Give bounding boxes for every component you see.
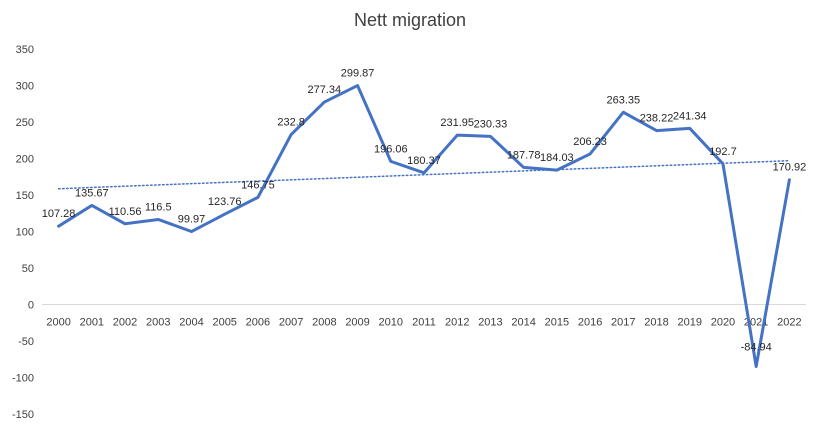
data-point bbox=[189, 230, 193, 234]
data-label: -84.94 bbox=[741, 342, 772, 354]
y-tick-label: 150 bbox=[16, 190, 34, 202]
data-label: 180.37 bbox=[407, 155, 441, 167]
axis-layer: -150 -100 -50 0 50 100 150 200 250 300 350 2000 2001… bbox=[12, 44, 806, 421]
x-tick-label: 2004 bbox=[179, 317, 203, 329]
data-point bbox=[721, 162, 725, 166]
data-point bbox=[156, 217, 160, 221]
x-tick-label: 2015 bbox=[545, 317, 569, 329]
data-point bbox=[90, 203, 94, 207]
data-label: 299.87 bbox=[341, 68, 375, 80]
data-label: 170.92 bbox=[773, 162, 807, 174]
data-label: 206.23 bbox=[573, 136, 607, 148]
data-label: 232.8 bbox=[277, 117, 305, 129]
trend-layer bbox=[57, 159, 791, 190]
data-label: 110.56 bbox=[109, 206, 142, 218]
y-tick-label: -150 bbox=[12, 409, 34, 421]
x-tick-label: 2009 bbox=[345, 317, 369, 329]
data-label: 184.03 bbox=[540, 152, 574, 164]
data-label: 231.95 bbox=[440, 117, 474, 129]
x-tick-label: 2017 bbox=[611, 317, 635, 329]
data-point bbox=[787, 178, 791, 182]
x-tick-label: 2014 bbox=[511, 317, 535, 329]
y-tick-label: 300 bbox=[16, 81, 34, 93]
data-label: 241.34 bbox=[673, 110, 707, 122]
x-tick-label: 2019 bbox=[677, 317, 701, 329]
data-point bbox=[688, 126, 692, 130]
x-tick-label: 2018 bbox=[644, 317, 668, 329]
data-label: 146.75 bbox=[241, 179, 275, 191]
data-point bbox=[57, 224, 61, 228]
y-tick-label: 0 bbox=[28, 300, 34, 312]
data-point bbox=[455, 133, 459, 137]
x-tick-label: 2001 bbox=[80, 317, 104, 329]
data-point bbox=[621, 110, 625, 114]
x-tick-label: 2000 bbox=[46, 317, 70, 329]
y-tick-label: -100 bbox=[12, 373, 34, 385]
y-tick-label: 250 bbox=[16, 117, 34, 129]
y-tick-label: 50 bbox=[22, 263, 34, 275]
data-point bbox=[289, 133, 293, 137]
data-label: 277.34 bbox=[308, 84, 342, 96]
x-tick-label: 2022 bbox=[777, 317, 801, 329]
data-point bbox=[522, 165, 526, 169]
data-point bbox=[555, 168, 559, 172]
x-tick-label: 2016 bbox=[578, 317, 602, 329]
series-line bbox=[57, 84, 791, 369]
x-tick-label: 2013 bbox=[478, 317, 502, 329]
data-point bbox=[422, 171, 426, 175]
data-label: 196.06 bbox=[374, 143, 408, 155]
x-tick-label: 2002 bbox=[113, 317, 137, 329]
data-point bbox=[322, 100, 326, 104]
data-label: 187.78 bbox=[507, 149, 541, 161]
y-tick-label: 350 bbox=[16, 44, 34, 56]
data-label: 116.5 bbox=[145, 201, 172, 213]
x-tick-label: 2012 bbox=[445, 317, 469, 329]
data-point bbox=[223, 212, 227, 216]
data-label: 135.67 bbox=[75, 187, 109, 199]
data-label: 230.33 bbox=[474, 118, 508, 130]
data-label: 99.97 bbox=[178, 214, 206, 226]
x-tick-label: 2007 bbox=[279, 317, 303, 329]
series-layer bbox=[57, 84, 791, 369]
data-point bbox=[356, 84, 360, 88]
x-tick-label: 2006 bbox=[246, 317, 270, 329]
data-point bbox=[488, 134, 492, 138]
data-point bbox=[256, 195, 260, 199]
data-label: 238.22 bbox=[640, 113, 674, 125]
data-point bbox=[123, 222, 127, 226]
x-tick-label: 2020 bbox=[711, 317, 735, 329]
data-label: 192.7 bbox=[709, 146, 737, 158]
x-tick-label: 2010 bbox=[379, 317, 403, 329]
data-label: 107.28 bbox=[42, 208, 76, 220]
data-label: 123.76 bbox=[208, 196, 242, 208]
data-point bbox=[389, 159, 393, 163]
data-label: 263.35 bbox=[606, 94, 640, 106]
x-tick-label: 2005 bbox=[212, 317, 236, 329]
trendline bbox=[57, 159, 791, 190]
data-point bbox=[754, 365, 758, 369]
x-tick-label: 2011 bbox=[412, 317, 436, 329]
data-point bbox=[655, 129, 659, 133]
y-tick-label: -50 bbox=[18, 336, 34, 348]
chart-title: Nett migration bbox=[353, 10, 467, 30]
data-point bbox=[588, 152, 592, 156]
y-tick-label: 100 bbox=[16, 227, 34, 239]
x-tick-label: 2008 bbox=[312, 317, 336, 329]
y-tick-label: 200 bbox=[16, 154, 34, 166]
x-tick-label: 2003 bbox=[146, 317, 170, 329]
